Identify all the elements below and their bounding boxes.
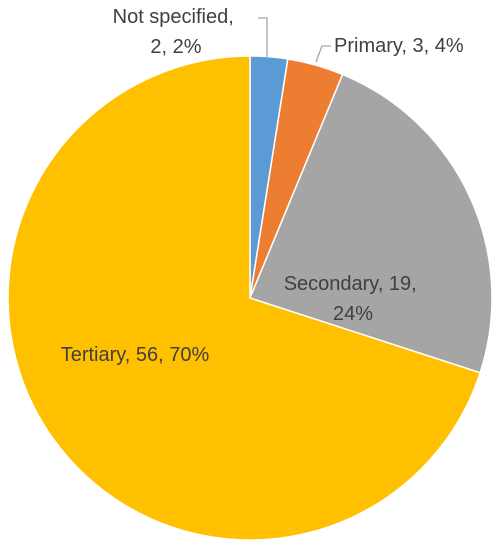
data-label-secondary: Secondary, 19, 24%	[284, 273, 423, 325]
data-label-not-specified-line-2: 2, 2%	[150, 36, 201, 58]
pie-slice-tertiary	[7, 55, 482, 541]
leader-line-primary	[315, 45, 331, 63]
data-label-primary: Primary, 3, 4%	[334, 35, 464, 57]
label-leader-lines	[258, 17, 331, 63]
data-label-not-specified: Not specified, 2, 2%	[113, 6, 240, 58]
data-label-tertiary-line-1: Tertiary, 56, 70%	[61, 344, 210, 366]
pie-slices	[7, 55, 493, 541]
data-label-not-specified-line-1: Not specified,	[113, 6, 234, 28]
leader-line-not-specified	[258, 17, 268, 57]
data-label-secondary-line-2: 24%	[333, 303, 373, 325]
data-label-secondary-line-1: Secondary, 19,	[284, 273, 417, 295]
data-label-primary-line-1: Primary, 3, 4%	[334, 35, 464, 57]
data-label-tertiary: Tertiary, 56, 70%	[61, 344, 210, 366]
data-labels: Not specified, 2, 2% Primary, 3, 4% Seco…	[61, 6, 464, 366]
pie-slice-secondary	[248, 73, 493, 374]
